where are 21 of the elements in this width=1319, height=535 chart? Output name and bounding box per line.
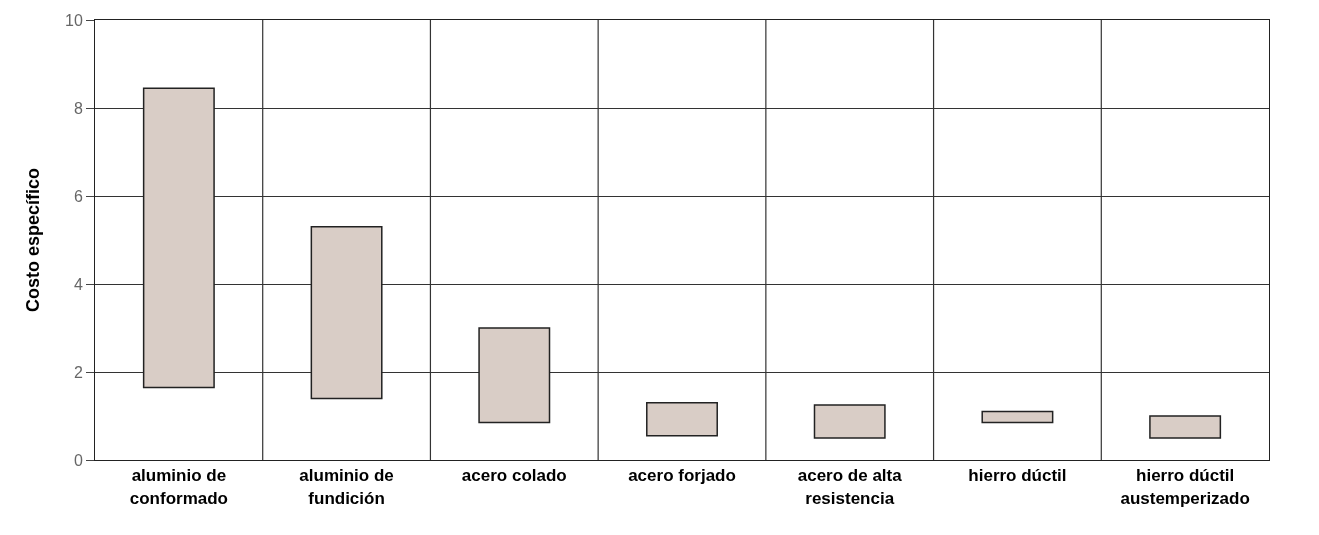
bar [310,226,383,400]
y-tick-label: 4 [73,275,83,293]
x-tick-label: acero colado [461,466,567,486]
y-tick-label: 2 [73,363,83,381]
x-tick-label: acero forjado [628,466,736,486]
bar [1149,415,1222,439]
y-axis-title: Costo específico [23,167,44,313]
x-tick-label: acero de alta resistencia [797,466,903,508]
y-tick-label: 0 [73,451,83,469]
x-tick-label: hierro dúctil [968,466,1067,486]
bar [981,410,1054,424]
x-tick-label: aluminio de conformado [129,466,228,508]
bar [142,87,215,389]
y-tick-label: 6 [73,187,83,205]
y-tick-label: 8 [73,99,83,117]
bar [478,327,551,424]
bar [646,402,718,437]
x-tick-label: hierro dúctil austemperizado [1120,466,1250,508]
x-tick-label: aluminio de fundición [299,466,394,508]
bar [813,404,886,439]
y-tick-label: 10 [65,11,83,29]
